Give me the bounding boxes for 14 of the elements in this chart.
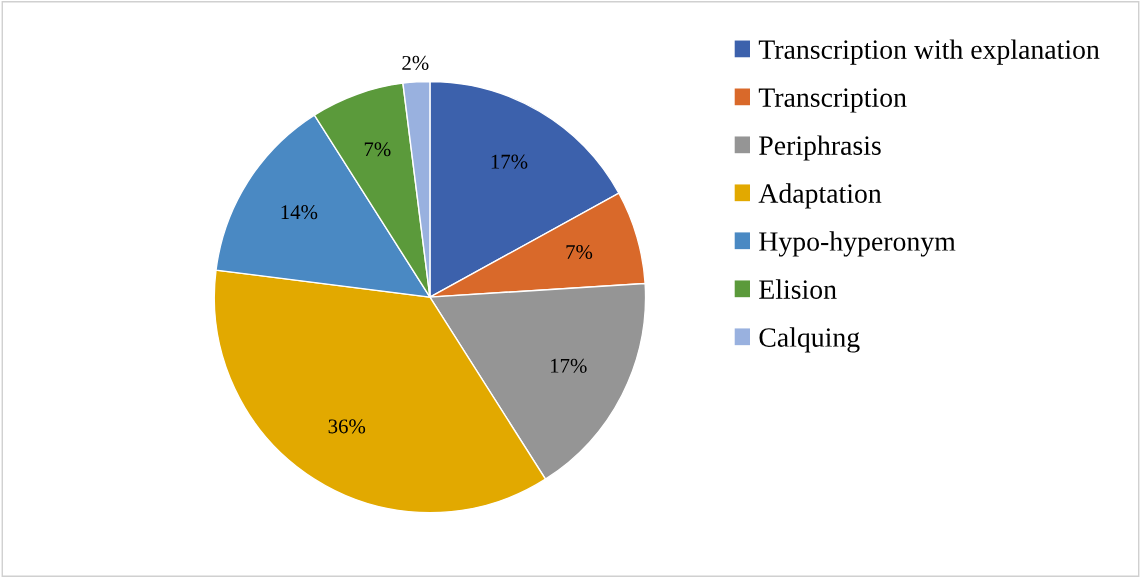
data-label: 36% bbox=[328, 419, 366, 434]
data-label: 17% bbox=[491, 154, 528, 169]
legend-label: Transcription with explanation bbox=[758, 39, 1100, 65]
data-label: 7% bbox=[364, 142, 391, 157]
legend-label: Transcription bbox=[758, 88, 907, 113]
legend-label: Hypo-hyperonym bbox=[759, 231, 956, 257]
data-label: 14% bbox=[281, 205, 318, 220]
legend-label: Adaptation bbox=[758, 183, 882, 209]
data-label: 17% bbox=[550, 358, 587, 373]
data-label: 2% bbox=[402, 55, 429, 70]
legend-label: Elision bbox=[759, 279, 837, 299]
legend-label: Calquing bbox=[759, 327, 860, 353]
legend-label: Periphrasis bbox=[759, 135, 881, 161]
data-label: 7% bbox=[566, 244, 593, 260]
